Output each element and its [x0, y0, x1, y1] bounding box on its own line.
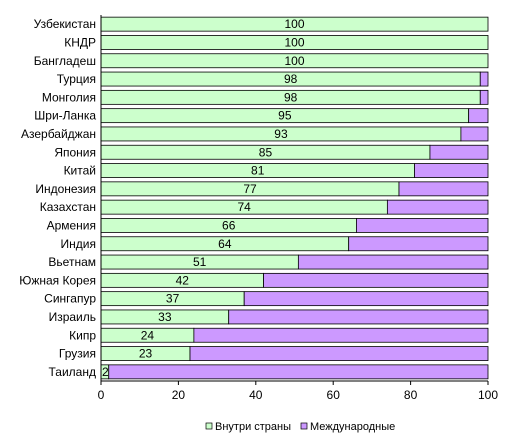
- bar-segment-international: [468, 108, 489, 124]
- bar-segment-international: [297, 254, 489, 270]
- x-tick-label: 20: [172, 388, 186, 402]
- category-label: Азербайджан: [21, 127, 96, 141]
- bar-segment-international: [356, 218, 489, 233]
- data-label: 42: [176, 273, 190, 287]
- category-label: Вьетнам: [48, 255, 96, 269]
- category-label: Казахстан: [40, 200, 96, 214]
- data-label: 33: [158, 310, 172, 324]
- data-label: 85: [259, 145, 273, 159]
- bar-segment-international: [228, 309, 489, 325]
- bar-segment-international: [479, 89, 489, 105]
- bar-segment-international: [243, 291, 489, 307]
- category-label: Индия: [61, 237, 96, 251]
- category-label: Кипр: [69, 328, 96, 342]
- bar-segment-international: [386, 199, 489, 215]
- category-label: Таиланд: [49, 365, 96, 379]
- data-label: 2: [102, 365, 109, 379]
- bar-segment-international: [398, 181, 489, 197]
- x-tick-label: 80: [404, 388, 418, 402]
- data-label: 51: [193, 255, 207, 269]
- legend-swatch-domestic: [205, 422, 213, 430]
- data-label: 98: [284, 90, 298, 104]
- category-label: Япония: [54, 145, 96, 159]
- x-tick-label: 60: [327, 388, 341, 402]
- data-label: 77: [243, 182, 257, 196]
- data-label: 74: [238, 200, 252, 214]
- data-label: 81: [251, 164, 265, 178]
- category-label: Турция: [57, 72, 96, 86]
- bar-segment-international: [348, 236, 489, 252]
- bar-segment-international: [479, 71, 489, 87]
- bar-segment-international: [429, 144, 489, 160]
- bar-segment-international: [193, 327, 489, 343]
- data-label: 98: [284, 72, 298, 86]
- data-label: 24: [141, 328, 155, 342]
- data-label: 100: [284, 54, 304, 68]
- data-label: 64: [218, 237, 232, 251]
- category-label: Сингапур: [44, 292, 96, 306]
- category-label: Бангладеш: [34, 54, 96, 68]
- category-label: Грузия: [59, 347, 96, 361]
- category-labels-group: Узбекистан КНДР Бангладеш Турция Монголия Шри…: [19, 17, 96, 379]
- category-label: КНДР: [64, 35, 96, 49]
- x-tick-label: 40: [249, 388, 263, 402]
- category-label: Шри-Ланка: [34, 109, 96, 123]
- data-label: 23: [139, 347, 153, 361]
- category-label: Южная Корея: [19, 273, 96, 287]
- category-label: Армения: [47, 218, 96, 232]
- bar-segment-international: [414, 163, 489, 178]
- data-label: 66: [222, 218, 236, 232]
- bar-segment-international: [108, 364, 489, 380]
- category-label: Израиль: [49, 310, 96, 324]
- legend-label-domestic: Внутри страны: [215, 421, 291, 433]
- x-tick-label: 100: [478, 388, 498, 402]
- category-label: Узбекистан: [34, 17, 96, 31]
- data-label: 95: [278, 109, 292, 123]
- x-ticks-group: 0 20 40 60 80 100: [98, 381, 498, 402]
- category-label: Китай: [64, 164, 96, 178]
- data-label: 100: [284, 17, 304, 31]
- bar-segment-international: [460, 126, 489, 142]
- bar-segment-international: [189, 346, 489, 361]
- x-tick-label: 0: [98, 388, 105, 402]
- legend: Внутри страны Международные: [205, 421, 395, 433]
- data-label: 100: [284, 35, 304, 49]
- legend-swatch-international: [300, 422, 308, 430]
- bar-segment-international: [263, 272, 489, 288]
- data-label: 37: [166, 292, 180, 306]
- category-label: Монголия: [42, 90, 96, 104]
- legend-label-international: Международные: [310, 421, 395, 433]
- category-label: Индонезия: [35, 182, 96, 196]
- data-label: 93: [274, 127, 288, 141]
